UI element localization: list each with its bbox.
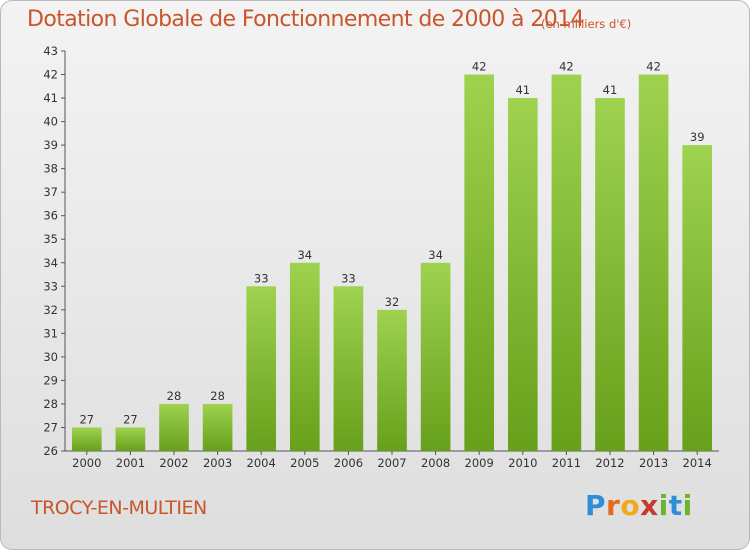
x-tick-label: 2009 (465, 456, 494, 470)
x-tick-label: 2003 (203, 456, 232, 470)
bar-labels: 27 27 28 28 33 34 33 32 34 42 41 42 41 42 39 (79, 60, 704, 427)
bar (159, 403, 189, 451)
bar-value-label: 42 (646, 60, 661, 74)
y-tick-label: 38 (43, 162, 58, 176)
bar-value-label: 34 (428, 248, 443, 262)
brand-letter: i (658, 489, 669, 522)
brand-letter: r (606, 489, 621, 522)
bar-value-label: 33 (254, 271, 269, 285)
x-tick-label: 2007 (377, 456, 406, 470)
brand-letter: o (620, 489, 641, 522)
x-tick-label: 2001 (116, 456, 145, 470)
y-tick-label: 40 (43, 115, 58, 129)
bar-value-label: 33 (341, 271, 356, 285)
y-tick-label: 33 (43, 279, 58, 293)
bar-value-label: 42 (472, 60, 487, 74)
y-tick-label: 43 (43, 44, 58, 58)
brand-letter: t (668, 489, 683, 522)
bar (246, 286, 277, 451)
bar-value-label: 42 (559, 60, 574, 74)
chart-title: Dotation Globale de Fonctionnement de 20… (27, 7, 585, 32)
brand-letter: x (640, 489, 659, 522)
bar-value-label: 34 (297, 248, 312, 262)
y-tick-label: 32 (43, 303, 58, 317)
bar (202, 403, 233, 451)
x-tick-label: 2008 (421, 456, 450, 470)
proxiti-logo: Proxiti (585, 489, 693, 522)
x-tick-label: 2002 (159, 456, 188, 470)
axes: 26 27 28 29 30 31 32 33 34 35 36 37 38 39 40 41 42 43 2000… (43, 44, 719, 470)
y-tick-label: 39 (43, 138, 58, 152)
bar (682, 145, 713, 451)
x-tick-label: 2012 (595, 456, 624, 470)
bar-value-label: 28 (210, 389, 225, 403)
y-tick-label: 28 (43, 397, 58, 411)
bar (71, 427, 102, 451)
bar (464, 74, 495, 451)
y-tick-label: 36 (43, 209, 58, 223)
x-tick-label: 2011 (552, 456, 581, 470)
x-tick-label: 2004 (247, 456, 276, 470)
town-name: TROCY-EN-MULTIEN (31, 497, 207, 519)
y-tick-label: 35 (43, 232, 58, 246)
bar (333, 286, 364, 451)
x-tick-label: 2013 (639, 456, 668, 470)
y-tick-label: 34 (43, 256, 58, 270)
bar-value-label: 41 (515, 83, 530, 97)
bars (71, 74, 713, 451)
y-tick-label: 31 (43, 326, 58, 340)
chart-unit: (en milliers d'€) (541, 17, 632, 31)
brand-letter: P (585, 489, 607, 522)
y-tick-label: 37 (43, 185, 58, 199)
bar-value-label: 27 (123, 412, 138, 426)
y-tick-label: 26 (43, 444, 58, 458)
x-tick-label: 2006 (334, 456, 363, 470)
bar (289, 262, 320, 451)
y-tick-label: 42 (43, 68, 58, 82)
bar (595, 98, 625, 451)
bar (420, 262, 451, 451)
bar-value-label: 27 (79, 412, 94, 426)
bar (115, 427, 146, 451)
bar-value-label: 41 (603, 83, 618, 97)
y-tick-label: 27 (43, 420, 58, 434)
x-tick-label: 2000 (72, 456, 101, 470)
bar (507, 98, 538, 451)
x-tick-label: 2010 (508, 456, 537, 470)
brand-letter: i (682, 489, 693, 522)
bar (377, 309, 407, 451)
y-tick-label: 41 (43, 91, 58, 105)
bar-value-label: 39 (690, 130, 705, 144)
x-tick-label: 2014 (683, 456, 712, 470)
bar (551, 74, 582, 451)
y-tick-label: 29 (43, 373, 58, 387)
bar (638, 74, 669, 451)
bar-value-label: 28 (167, 389, 182, 403)
x-tick-label: 2005 (290, 456, 319, 470)
bar-value-label: 32 (385, 295, 400, 309)
y-tick-label: 30 (43, 350, 58, 364)
